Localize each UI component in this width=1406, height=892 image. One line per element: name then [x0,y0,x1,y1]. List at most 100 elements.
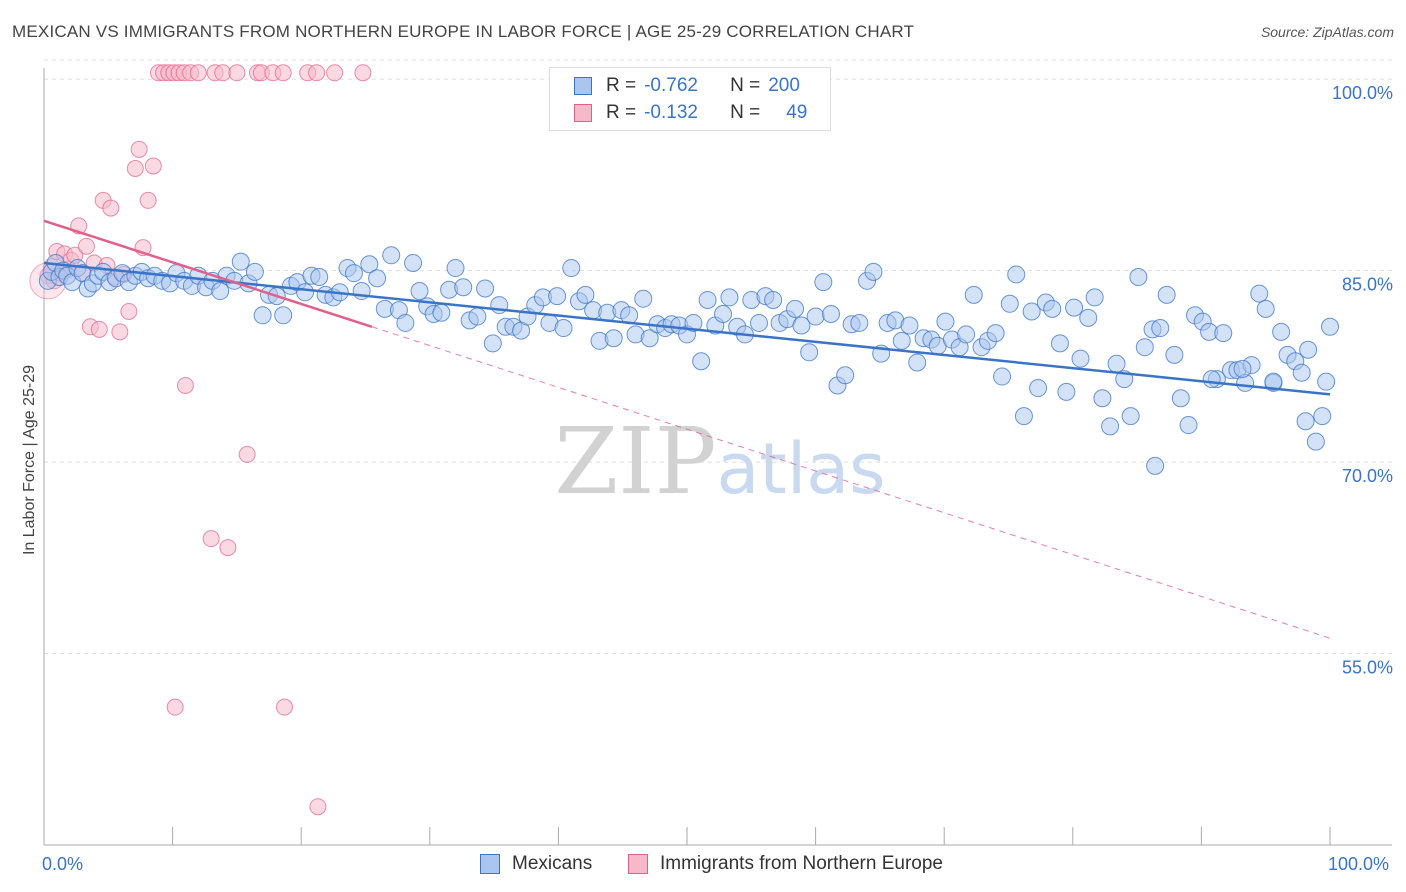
mexican-point [957,325,976,344]
northern-europe-point [176,376,194,394]
bottom-legend-mexicans: Mexicans [480,851,592,877]
mexican-point [792,316,811,335]
mexican-point [1157,285,1176,304]
trend-lines [43,219,1331,639]
mexican-point [1029,379,1048,398]
mexican-point [692,352,711,371]
mexican-point [274,306,293,325]
mexican-point [396,313,415,332]
y-tick-labels: 100.0% 85.0% 70.0% 55.0% [1332,83,1393,677]
northern-europe-point [189,64,207,82]
mexican-point [864,262,883,281]
legend-n-label: N = [730,75,761,96]
y-tick-label: 70.0% [1342,466,1393,486]
mexican-point [1299,340,1318,359]
mexican-point [800,343,819,362]
mexican-point [562,259,581,278]
mexican-point [1093,389,1112,408]
mexican-point [750,313,769,332]
northern-europe-point [228,64,246,82]
northern-europe-point [126,159,144,177]
mexican-point [554,319,573,338]
legend-r-value: -0.132 [644,102,698,123]
mexican-point [476,279,495,298]
mexican-point [900,316,919,335]
mexican-point [253,306,272,325]
mexican-point [814,273,833,292]
y-tick-label: 55.0% [1342,658,1393,678]
mexican-point [1256,299,1275,318]
mexican-point [986,324,1005,343]
mexican-point [1050,334,1069,353]
mexican-point [964,285,983,304]
mexican-point [1022,302,1041,321]
mexican-point [1313,407,1332,426]
mexican-point [1007,265,1026,284]
mexican-point [908,353,927,372]
mexican-point [1165,345,1184,364]
northern-europe-point [166,698,184,716]
northern-europe-point [219,539,237,557]
y-tick-label: 100.0% [1332,83,1393,103]
mexican-point [806,307,825,326]
bottom-legend-label: Mexicans [512,853,593,874]
mexican-point [698,290,717,309]
mexicans-points [38,246,1339,475]
grid-lines [44,59,1392,655]
mexican-point [850,313,869,332]
mexican-point [1065,298,1084,317]
northern-europe-point [111,323,129,341]
northern-europe-point [77,237,95,255]
mexican-point [836,366,855,385]
legend-row-mexicans: R = -0.762 N = 200 [574,74,800,98]
mexican-point [1296,412,1315,431]
bottom-legend-label: Immigrants from Northern Europe [660,853,943,874]
northern-europe-point [120,302,138,320]
mexican-point [786,299,805,318]
northern-europe-point [238,445,256,463]
mexican-point [1043,299,1062,318]
mexican-point [714,305,733,324]
mexican-point [892,331,911,350]
northern-europe-trend-line [43,219,373,328]
mexican-point [344,264,363,283]
northern-europe-point [309,798,327,816]
mexican-point [720,288,739,307]
northern-europe-point [139,191,157,209]
mexican-point [404,253,423,272]
mexican-point [1121,407,1140,426]
mexican-point [684,313,703,332]
mexican-point [576,285,595,304]
stats-legend: R = -0.762 N = 200 R = -0.132 N = 49 [549,67,831,131]
legend-n-value: 200 [768,75,800,96]
axes [43,68,1392,846]
mexican-point [604,329,623,348]
legend-r-label: R = [606,102,637,123]
northern-europe-point [275,698,293,716]
mexican-point [1306,432,1325,451]
mexican-point [634,289,653,308]
mexican-point [310,267,329,286]
mexican-point [360,255,379,274]
x-tick-label-max: 100.0% [1328,854,1390,874]
mexican-point [410,282,429,301]
northern-europe-trend-extension [371,326,1331,639]
pink-swatch [574,104,592,122]
northern-europe-point [90,320,108,338]
mexican-point [468,307,487,326]
mexican-point [382,246,401,265]
mexican-point [1014,407,1033,426]
mexican-point [446,259,465,278]
mexican-point [368,269,387,288]
mexican-point [1000,294,1019,313]
mexican-point [1264,372,1283,391]
mexican-point [1250,284,1269,303]
northern-europe-points [29,64,372,816]
mexican-point [1085,288,1104,307]
northern-europe-point [326,64,344,82]
mexican-point [483,334,502,353]
legend-n-value: 49 [786,102,808,123]
legend-n-label: N = [730,102,761,123]
mexican-point [231,252,250,271]
northern-europe-point [274,64,292,82]
